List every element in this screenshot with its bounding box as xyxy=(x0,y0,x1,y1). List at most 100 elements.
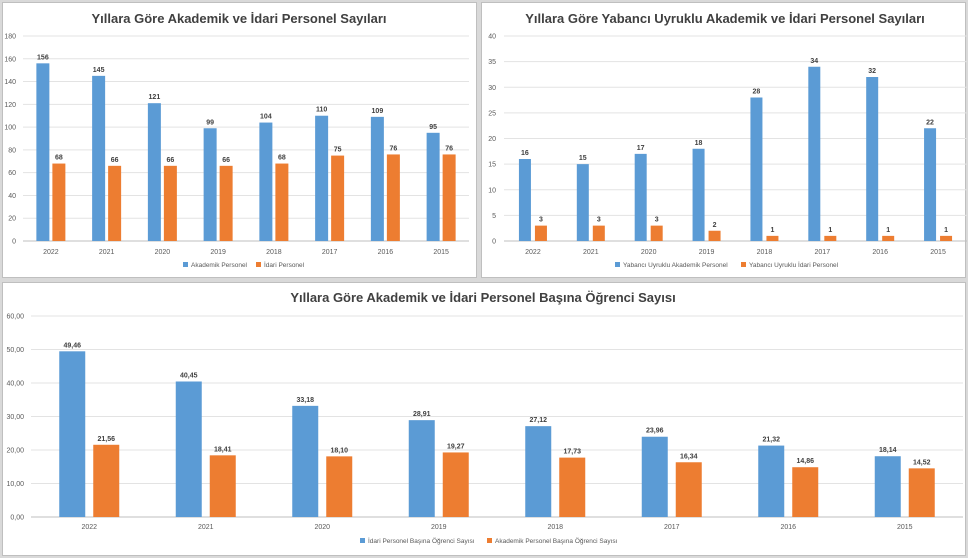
x-tick-label: 2017 xyxy=(815,249,831,256)
y-tick-label: 30,00 xyxy=(6,414,24,421)
x-tick-label: 2021 xyxy=(583,249,599,256)
bar-series1 xyxy=(426,132,440,241)
y-tick-label: 20,00 xyxy=(6,448,24,455)
x-tick-label: 2015 xyxy=(897,524,913,531)
x-tick-label: 2015 xyxy=(433,249,449,256)
bar-series1 xyxy=(866,77,879,241)
data-label: 21,56 xyxy=(97,436,115,443)
data-label: 109 xyxy=(372,108,384,115)
y-tick-label: 20 xyxy=(8,216,16,223)
data-label: 33,18 xyxy=(296,397,314,404)
x-tick-label: 2020 xyxy=(155,249,171,256)
y-tick-label: 40,00 xyxy=(6,381,24,388)
x-tick-label: 2018 xyxy=(547,524,563,531)
chart-panel-foreign-staff: Yıllara Göre Yabancı Uyruklu Akademik ve… xyxy=(481,2,967,278)
data-label: 68 xyxy=(55,155,63,162)
bar-series2 xyxy=(650,225,663,241)
data-label: 2 xyxy=(713,222,717,229)
x-tick-label: 2019 xyxy=(210,249,226,256)
legend-swatch xyxy=(256,262,261,267)
legend-label: İdari Personel Başına Öğrenci Sayısı xyxy=(368,536,475,545)
x-tick-label: 2019 xyxy=(431,524,447,531)
bar-series1 xyxy=(808,66,821,241)
data-label: 23,96 xyxy=(646,428,664,435)
x-tick-label: 2017 xyxy=(322,249,338,256)
y-tick-label: 20 xyxy=(488,136,496,143)
chart-staff-counts: Yıllara Göre Akademik ve İdari Personel … xyxy=(4,11,469,269)
data-label: 104 xyxy=(260,114,272,121)
data-label: 1 xyxy=(944,227,948,234)
data-label: 32 xyxy=(868,68,876,75)
bar-series1 xyxy=(175,381,202,517)
x-tick-label: 2016 xyxy=(378,249,394,256)
x-tick-label: 2022 xyxy=(43,249,59,256)
y-tick-label: 180 xyxy=(4,34,16,41)
chart-students-per-staff: Yıllara Göre Akademik ve İdari Personel … xyxy=(6,290,963,545)
legend-label: Akademik Personel xyxy=(191,262,248,269)
x-tick-label: 2016 xyxy=(872,249,888,256)
data-label: 76 xyxy=(445,145,453,152)
bar-series1 xyxy=(924,128,937,241)
data-label: 18,10 xyxy=(330,447,348,454)
y-tick-label: 30 xyxy=(488,85,496,92)
y-tick-label: 10,00 xyxy=(6,481,24,488)
bar-series2 xyxy=(592,225,605,241)
data-label: 3 xyxy=(539,217,543,224)
y-tick-label: 50,00 xyxy=(6,347,24,354)
legend-swatch xyxy=(183,262,188,267)
bar-series2 xyxy=(386,154,400,241)
x-tick-label: 2019 xyxy=(699,249,715,256)
bar-series2 xyxy=(326,456,353,517)
data-label: 49,46 xyxy=(63,342,81,349)
y-tick-label: 15 xyxy=(488,162,496,169)
bar-series1 xyxy=(36,63,50,242)
data-label: 27,12 xyxy=(529,417,547,424)
data-label: 145 xyxy=(93,67,105,74)
legend-label: Akademik Personel Başına Öğrenci Sayısı xyxy=(495,537,618,545)
y-tick-label: 140 xyxy=(4,79,16,86)
y-tick-label: 35 xyxy=(488,59,496,66)
bar-series1 xyxy=(576,164,589,241)
data-label: 22 xyxy=(926,119,934,126)
bar-series1 xyxy=(59,351,86,517)
bar-series1 xyxy=(525,426,552,517)
x-tick-label: 2020 xyxy=(314,524,330,531)
data-label: 19,27 xyxy=(447,443,465,450)
legend-label: İdari Personel xyxy=(264,260,305,269)
bar-series2 xyxy=(52,163,66,241)
bar-series1 xyxy=(750,97,763,241)
data-label: 28 xyxy=(753,89,761,96)
x-tick-label: 2018 xyxy=(266,249,282,256)
bar-series2 xyxy=(534,225,547,241)
y-tick-label: 120 xyxy=(4,102,16,109)
bar-series1 xyxy=(692,148,705,241)
bar-series2 xyxy=(792,467,819,517)
data-label: 18,41 xyxy=(214,446,232,453)
y-tick-label: 100 xyxy=(4,125,16,132)
y-tick-label: 0 xyxy=(12,239,16,246)
x-tick-label: 2021 xyxy=(198,524,214,531)
bar-series2 xyxy=(275,163,289,241)
y-tick-label: 40 xyxy=(8,193,16,200)
y-tick-label: 0,00 xyxy=(10,515,24,522)
bar-series1 xyxy=(92,75,106,241)
data-label: 40,45 xyxy=(180,372,198,379)
legend-swatch xyxy=(741,262,746,267)
bar-series1 xyxy=(203,128,217,241)
bar-series2 xyxy=(108,165,122,241)
data-label: 1 xyxy=(886,227,890,234)
legend-swatch xyxy=(487,538,492,543)
bar-series1 xyxy=(147,103,161,241)
bar-series2 xyxy=(908,468,935,517)
y-tick-label: 40 xyxy=(488,34,496,41)
data-label: 28,91 xyxy=(413,411,431,418)
y-tick-label: 60 xyxy=(8,170,16,177)
bar-series1 xyxy=(408,420,435,517)
bar-series1 xyxy=(874,456,901,517)
data-label: 17 xyxy=(637,145,645,152)
chart-foreign-staff: Yıllara Göre Yabancı Uyruklu Akademik ve… xyxy=(488,11,967,269)
x-tick-label: 2016 xyxy=(780,524,796,531)
data-label: 76 xyxy=(389,145,397,152)
data-label: 95 xyxy=(429,124,437,131)
bar-series2 xyxy=(442,154,456,241)
